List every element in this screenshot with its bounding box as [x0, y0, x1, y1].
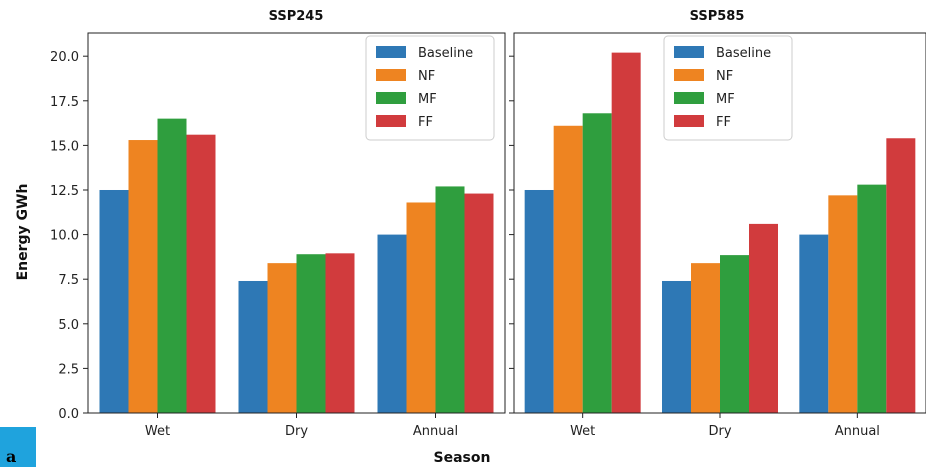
legend-swatch-mf: [376, 92, 406, 104]
y-tick-label: 5.0: [58, 318, 79, 333]
bar-mf-wet: [157, 118, 187, 414]
bar-ff-wet: [186, 134, 216, 414]
bar-baseline-dry: [662, 280, 691, 413]
bar-nf-wet: [128, 140, 158, 414]
bar-baseline-annual: [799, 234, 829, 413]
chart-panel-ssp245: SSP245 Wet Dry Annual 0.0 2.5 5.0 7.5 10.0 12.5 1…: [50, 9, 506, 439]
bar-ff-wet: [611, 52, 641, 413]
bar-nf-annual: [828, 195, 858, 413]
y-tick-label: 10.0: [50, 229, 79, 244]
bar-baseline-annual: [377, 234, 407, 413]
legend-label-baseline: Baseline: [418, 46, 473, 61]
bar-baseline-wet: [99, 189, 129, 413]
bar-ff-annual: [886, 138, 916, 413]
y-tick-label: 2.5: [58, 362, 79, 377]
legend: Baseline NF MF FF: [365, 35, 495, 141]
bar-mf-annual: [435, 186, 465, 413]
x-tick-label: Annual: [835, 424, 880, 439]
bar-nf-dry: [267, 263, 297, 413]
legend-label-ff: FF: [716, 115, 731, 130]
bar-mf-dry: [720, 255, 749, 413]
figure-panel-label: a: [0, 427, 36, 467]
legend-label-nf: NF: [716, 69, 733, 84]
bar-nf-annual: [406, 202, 436, 413]
y-tick-label: 17.5: [50, 95, 79, 110]
legend-swatch-nf: [376, 69, 406, 81]
bar-ff-annual: [464, 193, 494, 413]
panel-title: SSP585: [690, 9, 745, 24]
bar-nf-dry: [691, 263, 720, 413]
legend-swatch-baseline: [376, 46, 406, 58]
x-tick-label: Dry: [285, 424, 308, 439]
y-tick-label: 0.0: [58, 407, 79, 422]
y-axis-title: Energy GWh: [15, 184, 31, 281]
legend-swatch-baseline: [674, 46, 704, 58]
x-tick-label: Wet: [145, 424, 170, 439]
bar-baseline-wet: [524, 189, 554, 413]
legend-box: [365, 35, 495, 141]
bar-baseline-dry: [238, 280, 268, 413]
legend-label-ff: FF: [418, 115, 433, 130]
panel-title: SSP245: [269, 9, 324, 24]
bar-mf-wet: [582, 113, 612, 414]
legend-swatch-mf: [674, 92, 704, 104]
legend-label-baseline: Baseline: [716, 46, 771, 61]
y-tick-label: 20.0: [50, 50, 79, 65]
legend-swatch-ff: [376, 115, 406, 127]
x-axis-title: Season: [434, 450, 491, 466]
legend-swatch-nf: [674, 69, 704, 81]
bar-nf-wet: [553, 125, 583, 413]
legend-label-mf: MF: [418, 92, 437, 107]
x-tick-label: Annual: [413, 424, 458, 439]
bar-ff-dry: [749, 223, 778, 413]
legend-label-nf: NF: [418, 69, 435, 84]
bar-mf-dry: [296, 254, 326, 413]
bar-mf-annual: [857, 184, 887, 413]
x-tick-label: Dry: [708, 424, 731, 439]
legend-label-mf: MF: [716, 92, 735, 107]
bar-ff-dry: [325, 253, 355, 413]
x-tick-label: Wet: [570, 424, 595, 439]
legend-swatch-ff: [674, 115, 704, 127]
y-tick-label: 15.0: [50, 139, 79, 154]
figure-label-text: a: [6, 447, 17, 466]
chart-panel-ssp585: SSP585 Wet Dry Annual Baseline NF MF FF: [509, 9, 926, 439]
legend-box: [663, 35, 793, 141]
y-tick-label: 7.5: [58, 273, 79, 288]
legend: Baseline NF MF FF: [663, 35, 793, 141]
y-tick-label: 12.5: [50, 184, 79, 199]
